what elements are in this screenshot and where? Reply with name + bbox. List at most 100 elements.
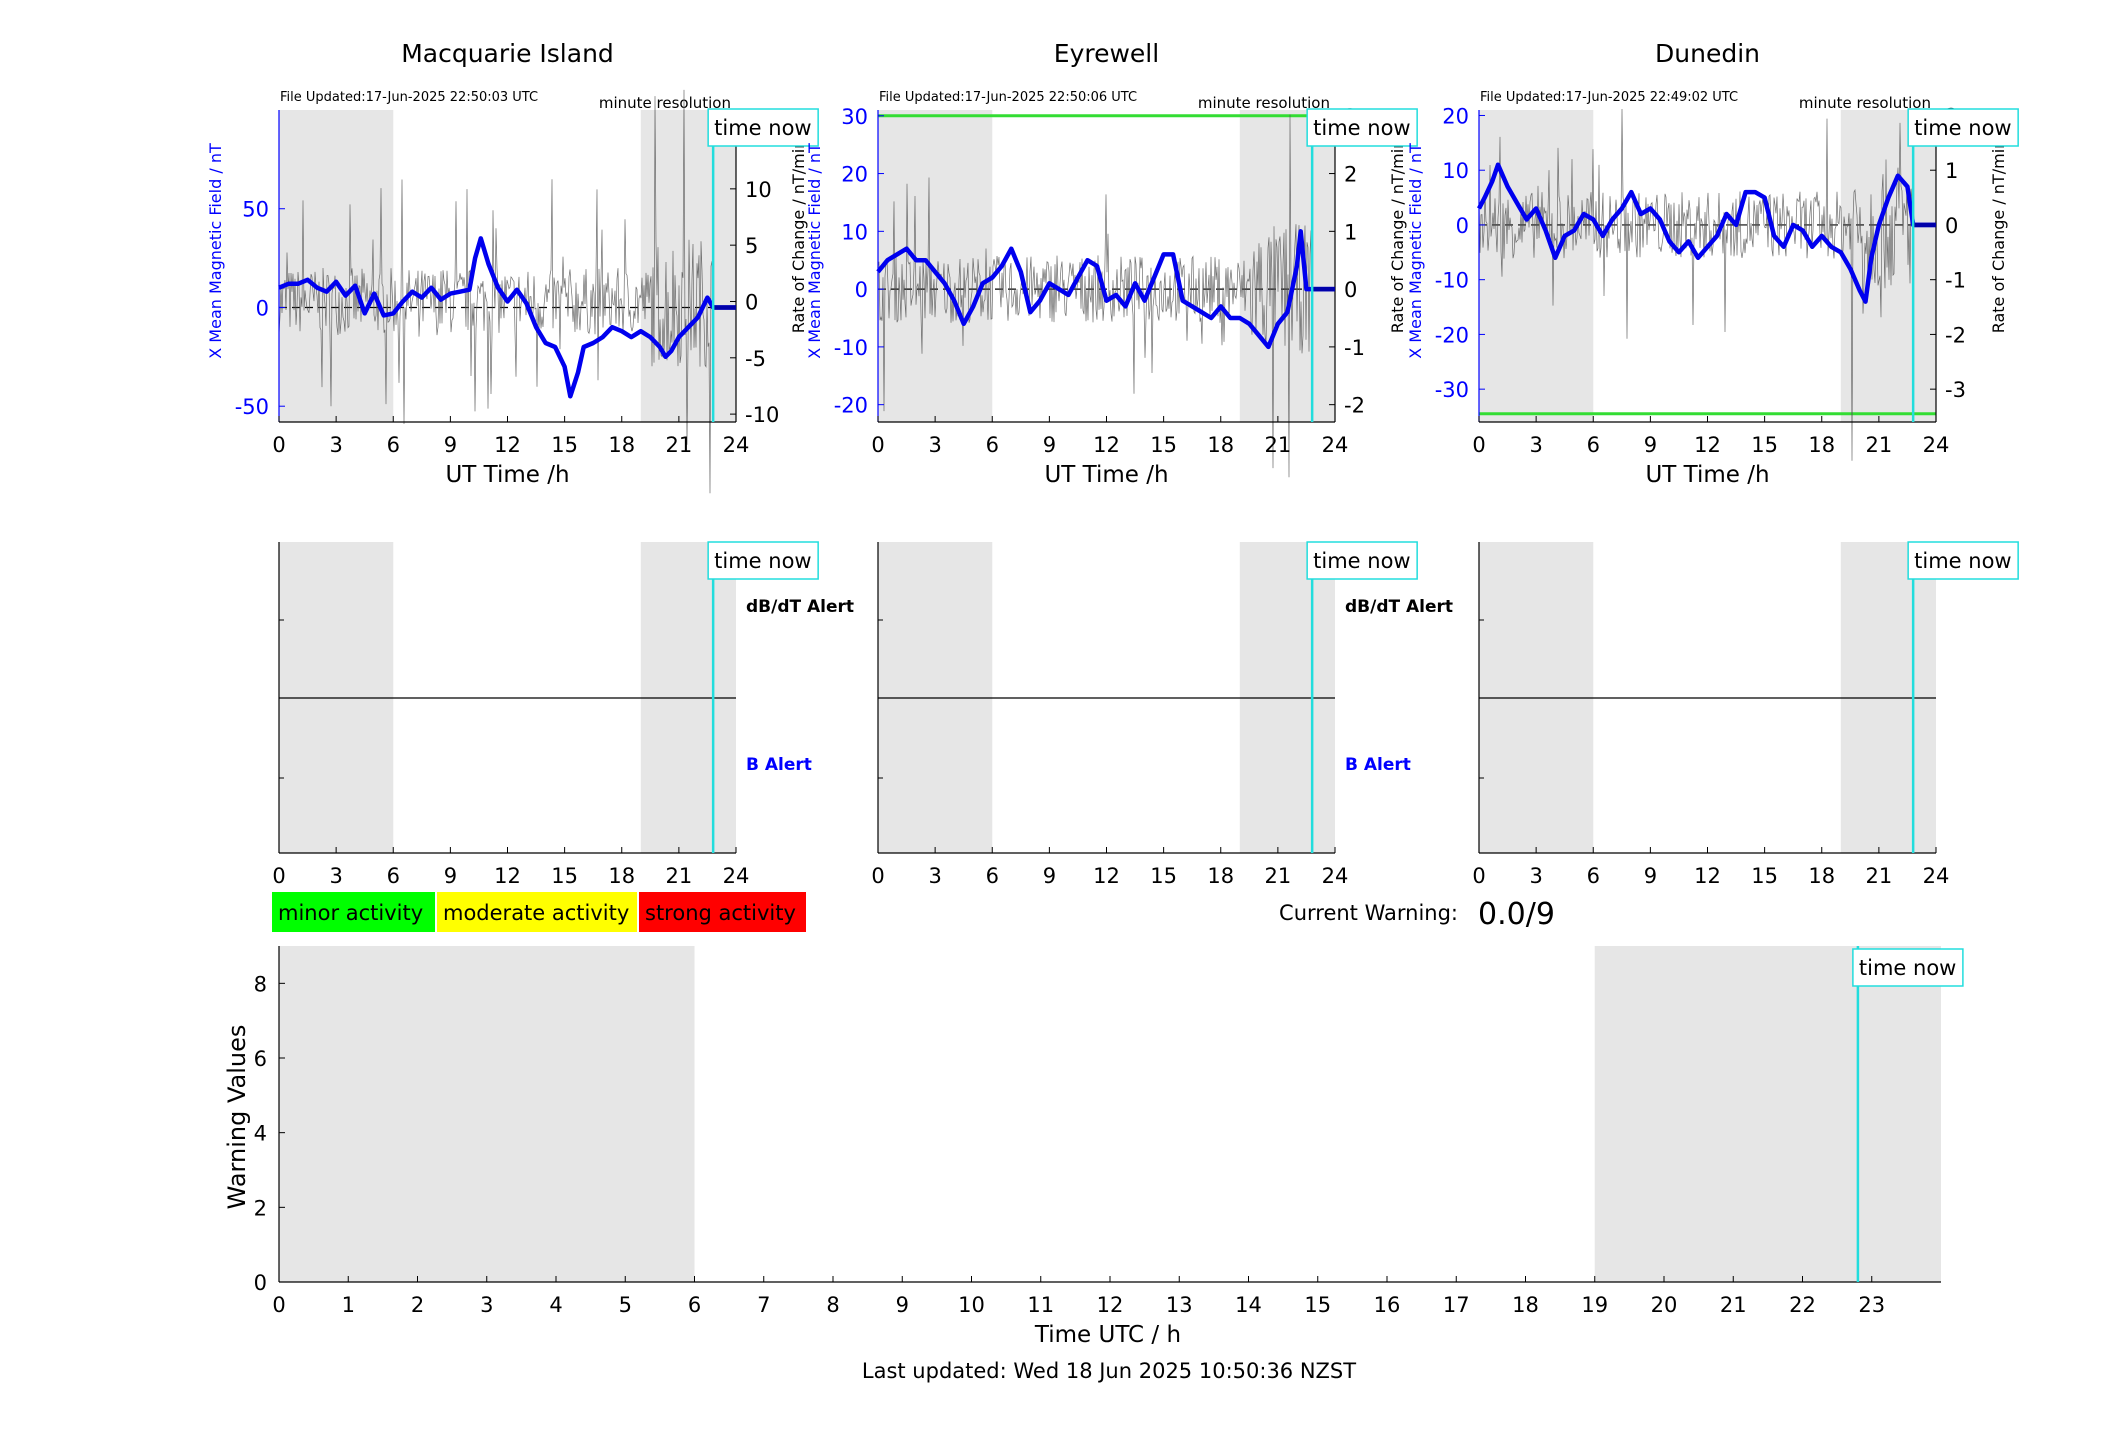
y-right-tick-label: -5: [745, 347, 766, 371]
rate-series-line: [278, 89, 714, 494]
panel-title: Eyrewell: [1054, 39, 1159, 68]
y-tick-label: 50: [242, 198, 269, 222]
x-tick-label: 9: [896, 1293, 909, 1317]
time-now-top-label: time now: [714, 116, 811, 140]
x-tick-label: 3: [329, 864, 342, 888]
x-tick-label: 24: [723, 433, 750, 457]
x-tick-label: 18: [1207, 864, 1234, 888]
x-tick-label: 15: [1150, 864, 1177, 888]
x-tick-label: 3: [1529, 864, 1542, 888]
x-tick-label: 15: [1304, 1293, 1331, 1317]
y-tick-label: 20: [841, 163, 868, 187]
y-right-tick-label: -10: [745, 403, 779, 427]
x-tick-label: 18: [1512, 1293, 1539, 1317]
x-tick-label: 0: [871, 433, 884, 457]
y-tick-label: -30: [1435, 378, 1469, 402]
y-tick-label: -10: [1435, 269, 1469, 293]
resolution-label: minute resolution: [1198, 94, 1330, 112]
x-tick-label: 18: [608, 433, 635, 457]
x-tick-label: 21: [1866, 864, 1893, 888]
x-tick-label: 9: [1043, 433, 1056, 457]
y-right-tick-label: 5: [745, 234, 758, 258]
dbdt-alert-label: dB/dT Alert: [746, 597, 854, 617]
night-shade: [279, 110, 394, 422]
x-tick-label: 21: [1265, 433, 1292, 457]
y-tick-label: 10: [1442, 159, 1469, 183]
x-tick-label: 6: [1587, 864, 1600, 888]
y-tick-label: 0: [855, 278, 868, 302]
field-series-line: [876, 229, 1335, 350]
y-right-tick-label: 0: [745, 290, 758, 314]
field-series-line: [1477, 162, 1936, 304]
x-tick-label: 15: [1150, 433, 1177, 457]
x-tick-label: 18: [1808, 433, 1835, 457]
x-tick-label: 7: [757, 1293, 770, 1317]
x-tick-label: 21: [1265, 864, 1292, 888]
time-now-mid-box: [1907, 541, 2019, 580]
x-tick-label: 24: [1923, 433, 1950, 457]
y-right-axis-label: Rate of Change / nT/min: [1989, 139, 2008, 334]
x-tick-label: 2: [411, 1293, 424, 1317]
panel-title: Dunedin: [1655, 39, 1760, 68]
night-shade: [1479, 110, 1594, 422]
y-right-tick-label: 2: [1344, 163, 1357, 187]
rate-series-line: [1478, 108, 1914, 461]
x-tick-label: 12: [1097, 1293, 1124, 1317]
time-now-mid-label: time now: [1313, 549, 1410, 573]
time-now-bottom-label: time now: [1859, 956, 1956, 980]
x-tick-label: 22: [1789, 1293, 1816, 1317]
x-tick-label: 12: [494, 864, 521, 888]
x-axis-label: UT Time /h: [1645, 462, 1769, 488]
y-axis-label: Warning Values: [223, 1025, 251, 1210]
time-now-top-label: time now: [1313, 116, 1410, 140]
x-tick-label: 8: [826, 1293, 839, 1317]
x-axis-label: UT Time /h: [1044, 462, 1168, 488]
x-tick-label: 3: [329, 433, 342, 457]
x-tick-label: 21: [666, 433, 693, 457]
y-right-tick-label: 1: [1344, 220, 1357, 244]
x-tick-label: 12: [1093, 864, 1120, 888]
legend-label: strong activity: [645, 901, 796, 925]
x-tick-label: 24: [1923, 864, 1950, 888]
x-tick-label: 6: [986, 864, 999, 888]
y-axis-label: X Mean Magnetic Field / nT: [206, 143, 225, 359]
x-axis-label: UT Time /h: [445, 462, 569, 488]
x-tick-label: 3: [928, 433, 941, 457]
x-tick-label: 9: [1043, 864, 1056, 888]
x-tick-label: 0: [272, 1293, 285, 1317]
time-now-top-box: [707, 108, 819, 147]
x-tick-label: 15: [551, 864, 578, 888]
y-right-tick-label: -3: [1945, 378, 1966, 402]
x-tick-label: 12: [494, 433, 521, 457]
time-now-mid-label: time now: [1914, 549, 2011, 573]
footer-text: Last updated: Wed 18 Jun 2025 10:50:36 N…: [862, 1359, 1356, 1383]
x-tick-label: 15: [1751, 433, 1778, 457]
x-tick-label: 6: [387, 864, 400, 888]
y-tick-label: 0: [254, 1271, 267, 1295]
x-tick-label: 9: [1644, 433, 1657, 457]
y-right-tick-label: -1: [1945, 269, 1966, 293]
y-axis-label: X Mean Magnetic Field / nT: [805, 143, 824, 359]
night-shade: [279, 946, 695, 1282]
y-tick-label: -20: [834, 394, 868, 418]
x-tick-label: 3: [480, 1293, 493, 1317]
y-tick-label: 10: [841, 220, 868, 244]
x-tick-label: 23: [1858, 1293, 1885, 1317]
x-tick-label: 21: [666, 864, 693, 888]
time-now-top-label: time now: [1914, 116, 2011, 140]
x-tick-label: 18: [608, 864, 635, 888]
y-tick-label: 4: [254, 1122, 267, 1146]
x-tick-label: 9: [444, 433, 457, 457]
y-right-tick-label: 0: [1344, 278, 1357, 302]
y-right-axis-label: Rate of Change / nT/min: [789, 139, 808, 334]
x-tick-label: 9: [444, 864, 457, 888]
x-tick-label: 9: [1644, 864, 1657, 888]
file-updated: File Updated:17-Jun-2025 22:50:06 UTC: [879, 90, 1137, 105]
y-tick-label: 8: [254, 972, 267, 996]
x-tick-label: 12: [1694, 433, 1721, 457]
time-now-mid-label: time now: [714, 549, 811, 573]
field-series-line: [278, 236, 736, 399]
x-tick-label: 21: [1866, 433, 1893, 457]
x-tick-label: 18: [1808, 864, 1835, 888]
